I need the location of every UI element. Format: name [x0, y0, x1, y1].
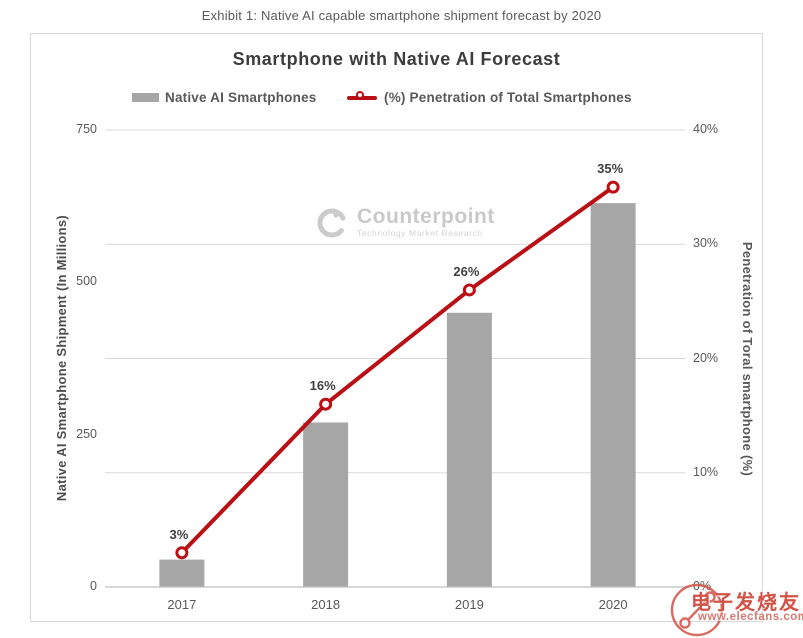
exhibit-caption: Exhibit 1: Native AI capable smartphone …	[201, 8, 602, 23]
line-marker-2019	[462, 283, 476, 297]
bar-2019	[446, 312, 492, 587]
y-axis-left-tick-label: 0	[90, 579, 97, 593]
penetration-line	[179, 185, 616, 555]
counterpoint-tagline-text: Technology Market Research	[357, 228, 483, 238]
x-axis-tick-label: 2018	[311, 597, 341, 612]
x-axis-tick-label: 2020	[598, 597, 628, 612]
line-series-swatch-icon	[347, 91, 377, 103]
elecfans-site-name: 电子发烧友	[691, 592, 801, 614]
bar-2017	[159, 559, 205, 587]
data-point-label: 16%	[309, 378, 336, 394]
line-marker-2017	[175, 546, 189, 560]
data-point-label: 35%	[597, 161, 624, 177]
bar-2018	[303, 422, 349, 587]
line-marker-2020	[606, 180, 620, 194]
y-axis-right-tick-label: 10%	[693, 464, 719, 479]
left-axis-title: Native AI Smartphone Shipment (In Millio…	[54, 214, 69, 502]
legend-item-bars: Native AI Smartphones	[132, 88, 317, 106]
data-point-label: 3%	[169, 526, 189, 542]
legend-label-bars: Native AI Smartphones	[165, 89, 317, 105]
legend-item-line: (%) Penetration of Total Smartphones	[347, 88, 632, 106]
y-axis-right-tick-label: 20%	[693, 350, 719, 365]
x-axis-tick-label: 2019	[454, 597, 484, 612]
data-point-label: 26%	[453, 263, 480, 279]
bar-2020	[590, 203, 636, 587]
chart-frame	[30, 33, 763, 622]
chart-legend: Native AI Smartphones (%) Penetration of…	[0, 88, 803, 108]
elecfans-site-url: www.elecfans.com	[698, 611, 803, 623]
y-axis-left-tick-label: 500	[76, 274, 97, 289]
elecfans-logo-icon	[670, 583, 724, 637]
line-marker-2018	[319, 397, 333, 411]
y-axis-left-tick-label: 750	[76, 122, 97, 136]
y-axis-right-tick-label: 40%	[693, 122, 719, 136]
y-axis-left-tick-label: 250	[76, 426, 97, 441]
bar-series-swatch-icon	[132, 92, 159, 102]
counterpoint-logo-icon	[317, 208, 347, 238]
y-axis-right-tick-label: 30%	[693, 236, 719, 251]
chart-title: Smartphone with Native AI Forecast	[232, 49, 561, 69]
counterpoint-brand-text: Counterpoint	[357, 205, 495, 228]
counterpoint-watermark: Counterpoint Technology Market Research	[314, 204, 495, 240]
elecfans-watermark: 电子发烧友 www.elecfans.com	[660, 578, 803, 638]
legend-label-line: (%) Penetration of Total Smartphones	[384, 89, 632, 105]
x-axis-tick-label: 2017	[167, 597, 197, 612]
